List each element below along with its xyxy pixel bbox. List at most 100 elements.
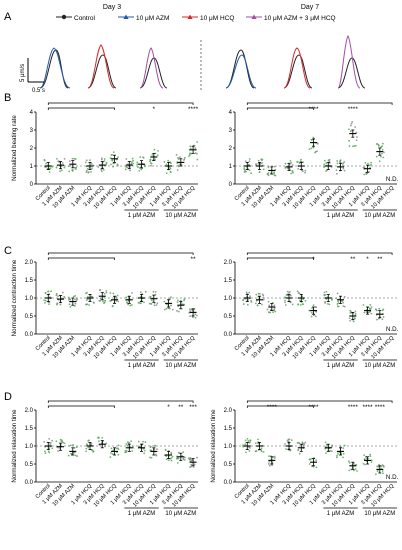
- data-point: [131, 445, 134, 448]
- data-point: [183, 299, 185, 302]
- data-point: [149, 295, 152, 298]
- data-point: [304, 169, 307, 172]
- data-point: [343, 296, 346, 298]
- data-point: [138, 169, 141, 172]
- data-point: [194, 147, 197, 150]
- data-point: [90, 170, 92, 173]
- data-point: [273, 171, 275, 174]
- data-point: [382, 316, 385, 318]
- data-point: [156, 448, 158, 450]
- data-point: [335, 172, 338, 175]
- data-point: [152, 290, 155, 293]
- data-point: [48, 303, 50, 306]
- data-point: [71, 157, 74, 160]
- data-point: [254, 302, 257, 305]
- data-point: [91, 167, 93, 170]
- data-point: [73, 157, 76, 160]
- data-point: [297, 449, 300, 451]
- data-point: [190, 463, 193, 466]
- data-point: [110, 452, 112, 454]
- data-point: [55, 294, 58, 297]
- data-point: [103, 160, 106, 162]
- data-point: [325, 290, 328, 293]
- data-point: [244, 170, 247, 173]
- data-point: [268, 460, 271, 463]
- comparison-bracket: [246, 405, 314, 408]
- data-point: [310, 147, 313, 150]
- comparison-bracket: [47, 107, 115, 110]
- data-point: [192, 466, 195, 468]
- trace-combo-day7: [337, 35, 366, 89]
- data-point: [56, 302, 59, 305]
- panel-c-day3-chart: 0.0 0.5 1.0 1.5 2.0 Normalized contraction ti…: [11, 252, 198, 369]
- data-point: [254, 442, 257, 445]
- data-point: [290, 172, 293, 175]
- data-point: [352, 320, 355, 323]
- data-point: [289, 160, 292, 162]
- data-point: [68, 160, 71, 163]
- data-point: [85, 159, 88, 162]
- data-point: [248, 450, 251, 452]
- comparison-bracket: [246, 107, 314, 110]
- data-point: [284, 167, 287, 169]
- data-point: [244, 160, 247, 163]
- y-tick-label: 1.0: [224, 444, 233, 450]
- data-point: [245, 451, 247, 454]
- data-point: [176, 461, 179, 464]
- data-point: [342, 456, 344, 459]
- data-point: [169, 297, 172, 300]
- data-point: [51, 447, 54, 450]
- data-point: [190, 152, 192, 155]
- scale-bar-x-label: 0.5 s: [32, 88, 45, 94]
- y-tick-label: 0.5: [25, 462, 34, 468]
- data-point: [336, 160, 339, 162]
- data-point: [261, 162, 263, 164]
- data-point: [139, 291, 142, 294]
- significance-mark: *: [153, 106, 156, 113]
- data-point: [49, 167, 52, 170]
- y-tick-label: 1.5: [25, 426, 34, 432]
- data-point: [363, 173, 366, 176]
- data-point: [100, 170, 103, 173]
- data-point: [362, 462, 365, 465]
- data-point: [196, 314, 198, 317]
- data-point: [362, 166, 365, 169]
- not-determined-label: N.D.: [386, 474, 399, 481]
- data-point: [316, 150, 319, 153]
- data-point: [143, 452, 146, 455]
- data-point: [336, 303, 339, 305]
- data-point: [112, 165, 114, 168]
- data-point: [163, 308, 166, 311]
- data-point: [100, 168, 103, 171]
- scale-bar-y-label: 5 μm/s: [20, 64, 26, 82]
- data-point: [125, 296, 128, 299]
- data-point: [111, 159, 114, 162]
- data-point: [248, 169, 251, 172]
- data-point: [268, 455, 270, 457]
- group-label: 10 μM AZM: [165, 363, 196, 369]
- data-point: [99, 299, 102, 302]
- data-point: [342, 447, 345, 449]
- data-point: [382, 472, 384, 475]
- significance-mark: ****: [308, 404, 319, 411]
- y-tick-label: 1.5: [224, 426, 233, 432]
- data-point: [171, 308, 174, 311]
- data-point: [193, 463, 196, 466]
- data-point: [353, 317, 356, 320]
- data-point: [256, 304, 259, 307]
- data-point: [374, 308, 377, 311]
- data-point: [136, 163, 139, 166]
- panel-letter-d: D: [4, 391, 12, 403]
- data-point: [138, 302, 141, 304]
- data-point: [314, 315, 317, 318]
- data-point: [302, 298, 305, 301]
- data-point: [296, 441, 299, 444]
- data-point: [330, 450, 333, 453]
- data-point: [99, 297, 102, 300]
- data-point: [255, 293, 258, 296]
- data-point: [299, 303, 302, 306]
- data-point: [349, 130, 352, 133]
- comparison-bracket: [47, 252, 194, 255]
- data-point: [330, 299, 333, 301]
- data-point: [69, 305, 72, 308]
